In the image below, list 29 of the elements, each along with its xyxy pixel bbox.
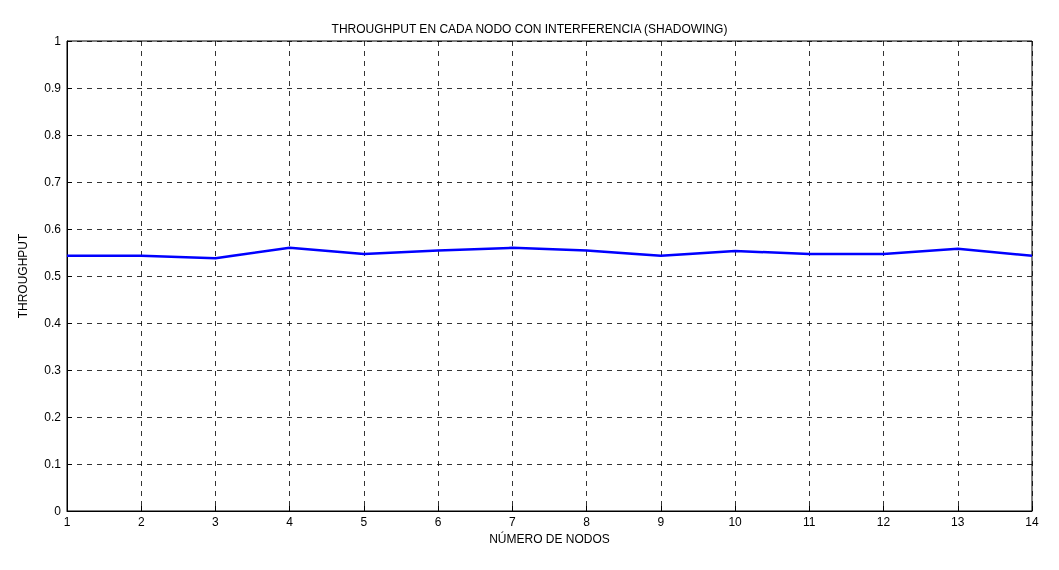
x-tick-label: 1 bbox=[63, 515, 71, 529]
x-tick-label: 7 bbox=[509, 515, 517, 529]
y-tick-label: 0 bbox=[54, 504, 62, 518]
y-axis-title: THROUGHPUT bbox=[16, 233, 30, 319]
x-tick-label: 2 bbox=[137, 515, 145, 529]
x-axis-title: NÚMERO DE NODOS bbox=[489, 531, 610, 546]
x-tick-label: 4 bbox=[286, 515, 294, 529]
x-tick-label: 3 bbox=[212, 515, 220, 529]
y-tick-label: 0.5 bbox=[44, 269, 62, 283]
y-tick-label: 0.8 bbox=[44, 128, 62, 142]
x-tick-label: 10 bbox=[728, 515, 743, 529]
x-tick-label: 14 bbox=[1025, 515, 1039, 529]
y-tick-label: 0.4 bbox=[44, 316, 62, 330]
line-series bbox=[65, 246, 1034, 260]
y-tick-label: 0.1 bbox=[44, 457, 62, 471]
x-tick-label: 9 bbox=[657, 515, 665, 529]
chart-title: THROUGHPUT EN CADA NODO CON INTERFERENCIA (SHADOWING) bbox=[331, 22, 728, 36]
y-tick-label: 0.2 bbox=[44, 410, 62, 424]
y-tick-label: 0.3 bbox=[44, 363, 62, 377]
x-tick-label: 8 bbox=[583, 515, 591, 529]
y-tick-label: 1 bbox=[54, 34, 62, 48]
x-tick-label: 11 bbox=[803, 515, 816, 529]
y-tick-label: 0.6 bbox=[44, 222, 62, 236]
x-tick-label: 6 bbox=[434, 515, 442, 529]
y-tick-label: 0.7 bbox=[44, 175, 62, 189]
x-tick-label: 12 bbox=[876, 515, 891, 529]
x-tick-label: 5 bbox=[360, 515, 368, 529]
x-tick-label: 13 bbox=[951, 515, 965, 529]
y-tick-label: 0.9 bbox=[44, 81, 62, 95]
